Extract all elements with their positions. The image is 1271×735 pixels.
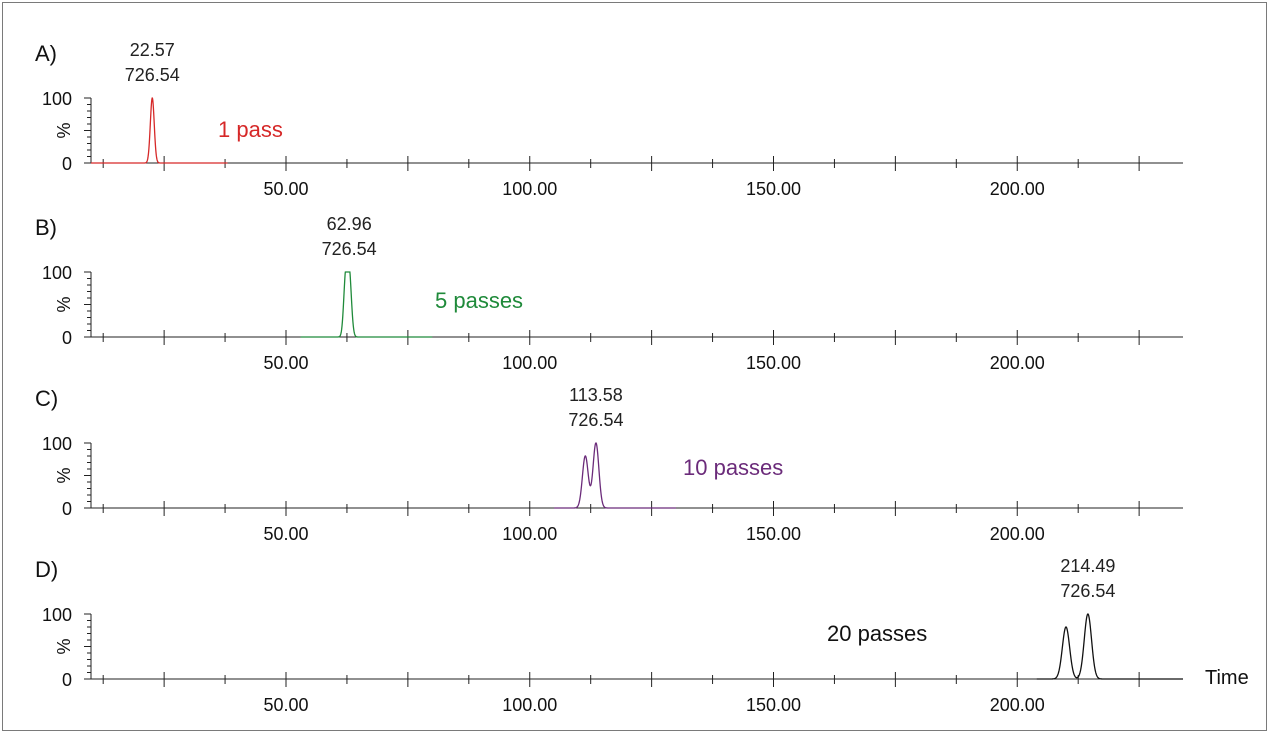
- series-legend-text: 10 passes: [683, 455, 783, 480]
- y-tick-label-100: 100: [42, 434, 72, 454]
- y-tick-label-100: 100: [42, 89, 72, 109]
- chromatogram-trace: [554, 442, 676, 509]
- peak-time-label: 22.57: [130, 40, 175, 60]
- chromatogram-trace: [300, 271, 433, 338]
- panel-label: B): [35, 215, 57, 240]
- peak-mass-label: 726.54: [125, 65, 180, 85]
- y-tick-label-0: 0: [62, 670, 72, 690]
- y-axis-label: %: [54, 638, 74, 654]
- peak-mass-label: 726.54: [568, 410, 623, 430]
- x-tick-label: 150.00: [746, 353, 801, 373]
- x-tick-label: 50.00: [263, 353, 308, 373]
- y-tick-label-100: 100: [42, 263, 72, 283]
- x-tick-label: 200.00: [990, 353, 1045, 373]
- peak-mass-label: 726.54: [1060, 581, 1115, 601]
- series-legend-text: 20 passes: [827, 621, 927, 646]
- panel-label: A): [35, 41, 57, 66]
- x-tick-label: 50.00: [263, 524, 308, 544]
- peak-mass-label: 726.54: [322, 239, 377, 259]
- x-tick-label: 100.00: [502, 179, 557, 199]
- x-tick-label: 200.00: [990, 695, 1045, 715]
- series-legend-text: 5 passes: [435, 288, 523, 313]
- x-tick-label: 100.00: [502, 695, 557, 715]
- y-tick-label-100: 100: [42, 605, 72, 625]
- x-axis-label: Time: [1205, 667, 1249, 689]
- y-tick-label-0: 0: [62, 328, 72, 348]
- y-tick-label-0: 0: [62, 154, 72, 174]
- peak-time-label: 214.49: [1060, 556, 1115, 576]
- panel-label: D): [35, 557, 58, 582]
- series-legend-text: 1 pass: [218, 117, 283, 142]
- panel-label: C): [35, 386, 58, 411]
- y-tick-label-0: 0: [62, 499, 72, 519]
- peak-time-label: 113.58: [569, 385, 623, 405]
- x-tick-label: 100.00: [502, 524, 557, 544]
- x-tick-label: 200.00: [990, 179, 1045, 199]
- x-tick-label: 150.00: [746, 695, 801, 715]
- x-tick-label: 100.00: [502, 353, 557, 373]
- y-axis-label: %: [54, 122, 74, 138]
- x-tick-label: 50.00: [263, 695, 308, 715]
- x-tick-label: 200.00: [990, 524, 1045, 544]
- peak-time-label: 62.96: [327, 214, 372, 234]
- x-tick-label: 150.00: [746, 179, 801, 199]
- x-tick-label: 150.00: [746, 524, 801, 544]
- y-axis-label: %: [54, 296, 74, 312]
- chromatogram-trace: [91, 96, 228, 164]
- chromatogram-trace: [1036, 613, 1183, 680]
- y-axis-label: %: [54, 467, 74, 483]
- x-tick-label: 50.00: [263, 179, 308, 199]
